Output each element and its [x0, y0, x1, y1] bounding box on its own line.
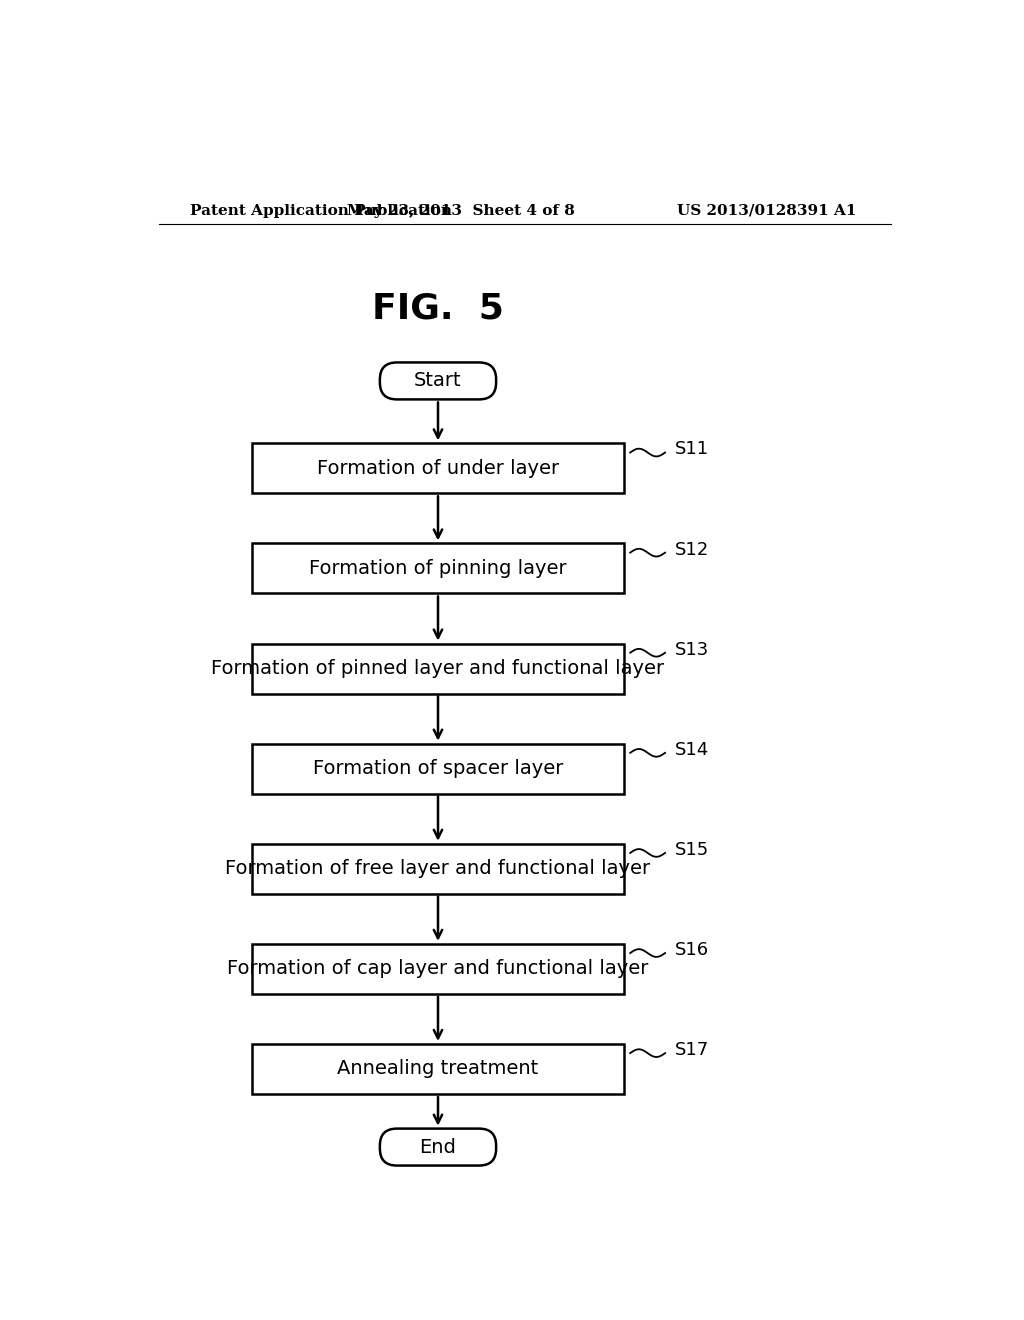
Text: S14: S14: [675, 741, 710, 759]
Text: S12: S12: [675, 541, 710, 558]
Text: Formation of free layer and functional layer: Formation of free layer and functional l…: [225, 859, 650, 878]
FancyBboxPatch shape: [380, 363, 496, 400]
Text: Formation of under layer: Formation of under layer: [317, 459, 559, 478]
Text: FIG.  5: FIG. 5: [372, 292, 504, 326]
Text: Formation of cap layer and functional layer: Formation of cap layer and functional la…: [227, 960, 648, 978]
Bar: [252, 444, 624, 494]
Text: Formation of pinning layer: Formation of pinning layer: [309, 558, 567, 578]
Bar: [252, 1044, 624, 1094]
Text: S16: S16: [675, 941, 710, 958]
Text: May 23, 2013  Sheet 4 of 8: May 23, 2013 Sheet 4 of 8: [347, 203, 575, 218]
Bar: [252, 544, 624, 594]
Bar: [252, 644, 624, 693]
Bar: [252, 843, 624, 894]
Text: S15: S15: [675, 841, 710, 859]
Text: End: End: [420, 1138, 457, 1156]
Text: Annealing treatment: Annealing treatment: [337, 1060, 539, 1078]
Text: Formation of pinned layer and functional layer: Formation of pinned layer and functional…: [211, 659, 665, 678]
FancyBboxPatch shape: [380, 1129, 496, 1166]
Text: Patent Application Publication: Patent Application Publication: [190, 203, 452, 218]
Text: S17: S17: [675, 1041, 710, 1059]
Text: US 2013/0128391 A1: US 2013/0128391 A1: [677, 203, 856, 218]
Text: S13: S13: [675, 640, 710, 659]
Text: Start: Start: [414, 371, 462, 391]
Bar: [252, 743, 624, 793]
Text: Formation of spacer layer: Formation of spacer layer: [312, 759, 563, 777]
Bar: [252, 944, 624, 994]
Text: S11: S11: [675, 441, 710, 458]
